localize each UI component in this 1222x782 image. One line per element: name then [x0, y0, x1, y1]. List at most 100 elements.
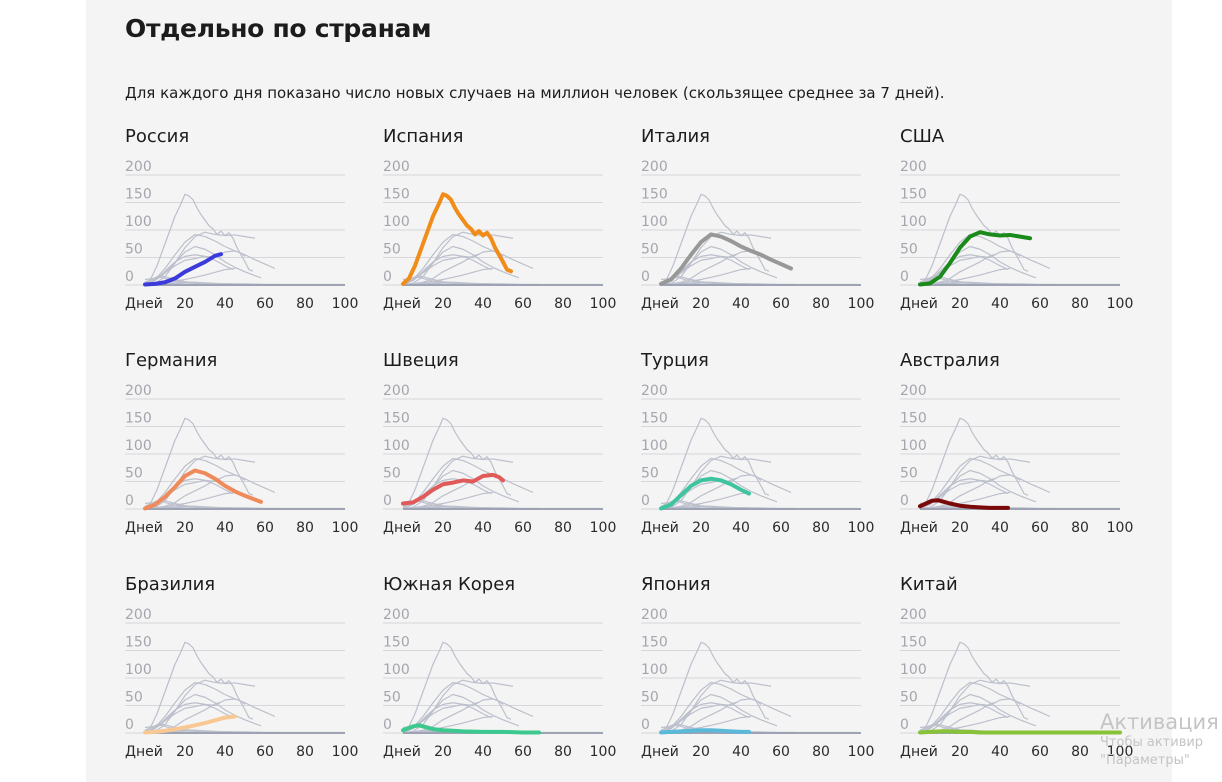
- x-tick-label: 80: [296, 744, 314, 760]
- country-series-line: [918, 230, 1032, 287]
- comparison-line: [660, 698, 762, 729]
- x-tick-label: 60: [1031, 296, 1049, 312]
- chart-title: Южная Корея: [383, 574, 516, 595]
- x-tick-label: Дней: [641, 744, 679, 760]
- content-panel: [86, 0, 1172, 782]
- x-tick-label: 20: [692, 520, 710, 536]
- y-tick-label: 0: [900, 493, 909, 509]
- chart-svg: 0 50 100 150 200 Дней 20 40 60 80 100: [125, 159, 358, 312]
- x-tick-label: 100: [848, 296, 875, 312]
- y-tick-label: 50: [641, 690, 659, 706]
- country-series-line: [143, 714, 237, 735]
- x-tick-label: 40: [474, 744, 492, 760]
- chart-title: Италия: [641, 126, 711, 147]
- x-tick-label: 60: [256, 296, 274, 312]
- x-tick-label: 40: [991, 744, 1009, 760]
- chart-svg: 0 50 100 150 200 Дней 20 40 60 80 100: [383, 383, 616, 536]
- comparison-line: [402, 681, 534, 733]
- y-tick-label: 100: [125, 662, 152, 678]
- country-series-line: [918, 729, 1122, 735]
- x-tick-label: 80: [812, 296, 830, 312]
- x-tick-label: 20: [434, 296, 452, 312]
- country-series-line: [659, 476, 751, 511]
- x-tick-label: 80: [812, 744, 830, 760]
- y-tick-label: 200: [641, 159, 668, 175]
- x-tick-label: 20: [951, 520, 969, 536]
- y-tick-label: 150: [641, 635, 668, 651]
- comparison-line: [919, 193, 1029, 285]
- x-tick-label: 100: [590, 744, 617, 760]
- x-tick-label: 40: [216, 520, 234, 536]
- y-tick-label: 50: [125, 466, 143, 482]
- y-tick-label: 100: [125, 438, 152, 454]
- x-tick-label: Дней: [125, 520, 163, 536]
- y-tick-label: 200: [383, 159, 410, 175]
- comparison-line: [919, 698, 1021, 729]
- chart-title: США: [900, 126, 945, 147]
- y-tick-label: 100: [383, 214, 410, 230]
- x-tick-label: 20: [434, 744, 452, 760]
- y-tick-label: 0: [383, 493, 392, 509]
- chart-title: Германия: [125, 350, 218, 371]
- x-tick-label: 80: [554, 296, 572, 312]
- y-tick-label: 0: [383, 717, 392, 733]
- chart-svg: 0 50 100 150 200 Дней 20 40 60 80 100: [641, 159, 875, 312]
- x-tick-label: 40: [732, 296, 750, 312]
- y-tick-label: 100: [383, 662, 410, 678]
- country-chart: Турция 0 50 100 150 200 Дней 20 40 60 80 100: [641, 350, 881, 550]
- x-tick-label: 40: [732, 520, 750, 536]
- y-tick-label: 100: [900, 438, 927, 454]
- y-tick-label: 200: [641, 383, 668, 399]
- chart-svg: 0 50 100 150 200 Дней 20 40 60 80 100: [125, 607, 359, 760]
- x-tick-label: 40: [474, 296, 492, 312]
- chart-svg: 0 50 100 150 200 Дней 20 40 60 80 100: [900, 383, 1133, 536]
- chart-title: Турция: [641, 350, 709, 371]
- y-tick-label: 50: [125, 690, 143, 706]
- y-tick-label: 0: [900, 269, 909, 285]
- x-tick-label: 100: [332, 744, 359, 760]
- country-series-line: [401, 192, 513, 286]
- y-tick-label: 200: [900, 383, 927, 399]
- comparison-line: [402, 457, 534, 509]
- chart-title: Австралия: [900, 350, 1000, 371]
- country-chart: Бразилия 0 50 100 150 200 Дней 20 40 60 80 100: [125, 574, 365, 774]
- country-series-line: [659, 232, 793, 286]
- country-series-line: [918, 498, 1010, 510]
- comparison-line: [144, 698, 246, 729]
- x-tick-label: Дней: [900, 520, 938, 536]
- comparison-line: [144, 233, 276, 285]
- y-tick-label: 50: [900, 242, 918, 258]
- watermark-title: Активация: [1100, 710, 1219, 734]
- comparison-line: [402, 250, 504, 281]
- country-chart: Германия 0 50 100 150 200 Дней 20 40 60 80 100: [125, 350, 365, 550]
- y-tick-label: 0: [383, 269, 392, 285]
- y-tick-label: 150: [383, 635, 410, 651]
- x-tick-label: 60: [772, 520, 790, 536]
- comparison-line: [660, 681, 792, 733]
- y-tick-label: 100: [383, 438, 410, 454]
- x-tick-label: 60: [514, 744, 532, 760]
- y-tick-label: 150: [383, 187, 410, 203]
- comparison-line: [402, 233, 534, 285]
- country-series-line: [143, 468, 263, 511]
- y-tick-label: 50: [900, 690, 918, 706]
- comparison-line: [402, 417, 512, 509]
- x-tick-label: Дней: [383, 744, 421, 760]
- chart-svg: 0 50 100 150 200 Дней 20 40 60 80 100: [383, 159, 616, 312]
- comparison-line: [144, 250, 246, 281]
- country-chart: Китай 0 50 100 150 200 Дней 20 40 60 80 100: [900, 574, 1140, 774]
- comparison-line: [660, 417, 770, 509]
- y-tick-label: 0: [125, 493, 134, 509]
- x-tick-label: 20: [692, 296, 710, 312]
- x-tick-label: 100: [848, 520, 875, 536]
- x-tick-label: 100: [332, 520, 359, 536]
- chart-svg: 0 50 100 150 200 Дней 20 40 60 80 100: [641, 383, 875, 536]
- x-tick-label: 60: [1031, 520, 1049, 536]
- comparison-line: [919, 681, 1051, 733]
- y-tick-label: 100: [900, 662, 927, 678]
- x-tick-label: 20: [176, 520, 194, 536]
- country-chart: Южная Корея 0 50 100 150 200 Дней 20 40 60 80 100: [383, 574, 623, 774]
- y-tick-label: 150: [383, 411, 410, 427]
- comparison-line: [144, 641, 254, 733]
- y-tick-label: 50: [383, 466, 401, 482]
